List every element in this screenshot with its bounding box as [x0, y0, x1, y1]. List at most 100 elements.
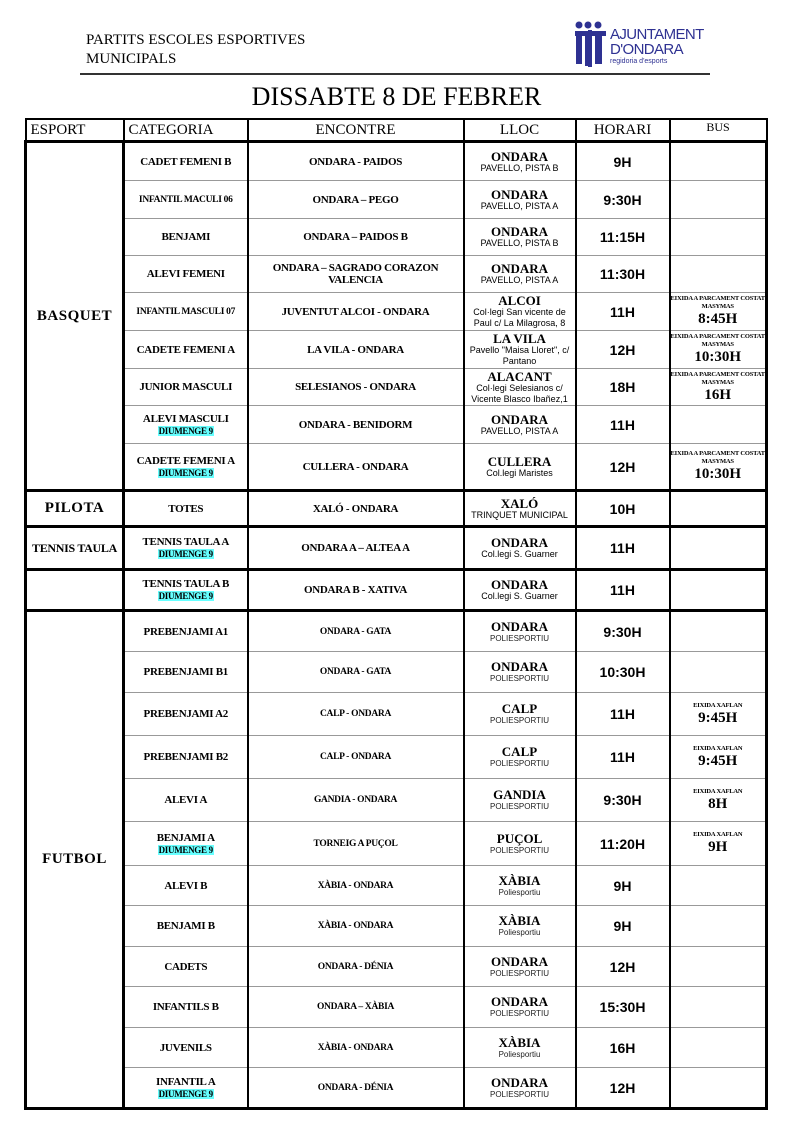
lloc-name: XÀBIA: [498, 913, 541, 928]
bus-cell: [669, 568, 768, 611]
categoria-cell: ALEVI B: [122, 865, 249, 906]
table-row: JUNIOR MASCULI SELESIANOS - ONDARA ALACANT…: [26, 368, 768, 406]
logo-line-3: regidoria d'esports: [610, 58, 668, 65]
horari-cell: 10:30H: [575, 651, 671, 693]
lloc-detail: PAVELLO, PISTA A: [480, 200, 559, 211]
lloc-detail: Col.legi S. Guarner: [481, 591, 558, 601]
bus-departure-time: 10:30H: [694, 466, 742, 482]
table-row: CADETE FEMENI A DIUMENGE 9 CULLERA - ONDAR…: [26, 443, 768, 491]
encontre-cell: CALP - ONDARA: [247, 692, 465, 736]
categoria-cell: CADETE FEMENI A: [122, 330, 249, 369]
lloc-detail: Col.legi Maristes: [486, 467, 553, 478]
categoria-label: ALEVI A: [164, 794, 208, 806]
column-header-encontre: ENCONTRE: [246, 118, 465, 143]
lloc-detail: Col·legi Selesianos c/ Vicente Blasco Ib…: [471, 382, 568, 404]
lloc-name: ONDARA: [490, 659, 549, 674]
categoria-label: CADETE FEMENI A: [136, 454, 235, 467]
categoria-label: PREBENJAMI B2: [143, 751, 229, 763]
horari-cell: 12H: [575, 443, 671, 491]
lloc-name: XÀBIA: [498, 1034, 541, 1050]
categoria-label: PREBENJAMI A1: [143, 625, 229, 638]
table-row: PREBENJAMI A2 CALP - ONDARA CALP POLIESPORT…: [26, 692, 768, 736]
logo-figures-icon: [575, 21, 606, 67]
lloc-detail: POLIESPORTIU: [490, 1009, 549, 1018]
categoria-cell: ALEVI FEMENI: [122, 255, 249, 293]
categoria-label: JUNIOR MASCULI: [139, 381, 233, 393]
lloc-detail: PAVELLO, PISTA B: [480, 238, 559, 248]
lloc-name: CALP: [501, 744, 538, 759]
horari-cell: 16H: [575, 1027, 671, 1068]
bus-cell: EIXIDA XAFLAN 9H: [669, 821, 768, 866]
lloc-name: ONDARA: [490, 618, 549, 634]
categoria-label: ALEVI MASCULI: [142, 412, 229, 425]
encontre-cell: XÀBIA - ONDARA: [247, 905, 465, 947]
categoria-cell: PREBENJAMI B2: [122, 735, 249, 779]
encontre-cell: ONDARA – PEGO: [247, 180, 465, 219]
bus-cell: EIXIDA A PARCAMENT COSTAT MASYMAS 8:45H: [669, 292, 768, 331]
column-header-horari: HORARI: [574, 118, 671, 143]
horari-cell: 9H: [575, 865, 671, 906]
encontre-cell: LA VILA - ONDARA: [247, 330, 465, 369]
lloc-cell: LA VILA Pavello "Maisa Lloret", c/ Pantan…: [463, 330, 577, 369]
encontre-cell: ONDARA - DÉNIA: [247, 1067, 465, 1110]
lloc-detail: Col.legi S. Guarner: [481, 549, 558, 559]
bus-departure-note: EIXIDA XAFLAN: [693, 787, 743, 795]
bus-departure-time: 16H: [704, 386, 732, 403]
lloc-cell: ALCOI Col·legi San vicente de Paul c/ La …: [463, 292, 577, 331]
bus-cell: [669, 405, 768, 444]
encontre-cell: ONDARA A – ALTEA A: [247, 525, 465, 570]
bus-departure-note: EIXIDA A PARCAMENT COSTAT MASYMAS: [670, 450, 766, 465]
bus-cell: [669, 986, 768, 1028]
categoria-cell: BENJAMI B: [122, 905, 249, 947]
lloc-name: ONDARA: [490, 224, 549, 239]
categoria-label: TOTES: [168, 502, 204, 515]
categoria-label: INFANTIL MACULI 06: [138, 194, 233, 205]
lloc-cell: XALÓ TRINQUET MUNICIPAL: [463, 489, 577, 527]
lloc-detail: PAVELLO, PISTA A: [480, 275, 559, 285]
categoria-cell: ALEVI A: [122, 778, 249, 822]
encontre-cell: ONDARA – SAGRADO CORAZON VALENCIA: [247, 255, 465, 293]
bus-cell: [669, 946, 768, 987]
horari-cell: 12H: [575, 330, 671, 369]
bus-cell: EIXIDA XAFLAN 9:45H: [669, 692, 768, 736]
esport-cell: PILOTA: [24, 489, 125, 528]
categoria-label: ALEVI FEMENI: [146, 268, 225, 280]
table-row: INFANTIL MASCULI 07 JUVENTUT ALCOI - ONDA…: [26, 292, 768, 331]
horari-cell: 9:30H: [575, 778, 671, 822]
table-row: BENJAMI ONDARA – PAIDOS B ONDARA PAVELLO, P…: [26, 218, 768, 256]
lloc-name: CALP: [501, 701, 538, 716]
lloc-cell: ONDARA PAVELLO, PISTA A: [463, 405, 577, 444]
bus-cell: EIXIDA XAFLAN 8H: [669, 778, 768, 822]
table-row: TENNIS TAULA B DIUMENGE 9 ONDARA B - XATIV…: [24, 568, 768, 612]
lloc-detail: POLIESPORTIU: [490, 633, 549, 643]
lloc-name: XÀBIA: [498, 872, 541, 888]
lloc-detail: POLIESPORTIU: [490, 845, 549, 855]
horari-cell: 11H: [575, 405, 671, 444]
table-header-row: ESPORT CATEGORIA ENCONTRE LLOC HORARI BU…: [24, 118, 768, 143]
lloc-cell: ONDARA POLIESPORTIU: [463, 1067, 577, 1110]
lloc-cell: XÀBIA Poliesportiu: [463, 865, 577, 906]
bus-departure-note: EIXIDA A PARCAMENT COSTAT MASYMAS: [670, 295, 766, 310]
header-divider: [80, 73, 710, 75]
document-title: PARTITS ESCOLES ESPORTIVES MUNICIPALS: [86, 31, 305, 69]
horari-cell: 10H: [575, 489, 671, 527]
categoria-label: BENJAMI: [161, 231, 211, 243]
lloc-cell: ONDARA PAVELLO, PISTA B: [463, 140, 577, 181]
lloc-name: ONDARA: [490, 577, 549, 592]
horari-cell: 9:30H: [575, 609, 671, 652]
diumenge-badge: DIUMENGE 9: [157, 591, 214, 601]
categoria-cell: INFANTILS B: [122, 986, 249, 1028]
bus-cell: [669, 1067, 768, 1110]
encontre-cell: CULLERA - ONDARA: [247, 443, 465, 491]
categoria-label: CADETS: [164, 960, 208, 973]
diumenge-badge: DIUMENGE 9: [157, 549, 214, 559]
bus-departure-time: 10:30H: [694, 349, 742, 365]
encontre-cell: XÀBIA - ONDARA: [247, 865, 465, 906]
bus-departure-time: 8:45H: [698, 311, 738, 327]
encontre-cell: SELESIANOS - ONDARA: [247, 368, 465, 406]
categoria-cell: TENNIS TAULA A DIUMENGE 9: [122, 525, 249, 570]
lloc-cell: XÀBIA Poliesportiu: [463, 1027, 577, 1068]
bus-departure-time: 9:45H: [698, 752, 738, 769]
esport-cell: FUTBOL: [24, 609, 125, 1110]
categoria-cell: BENJAMI: [122, 218, 249, 256]
